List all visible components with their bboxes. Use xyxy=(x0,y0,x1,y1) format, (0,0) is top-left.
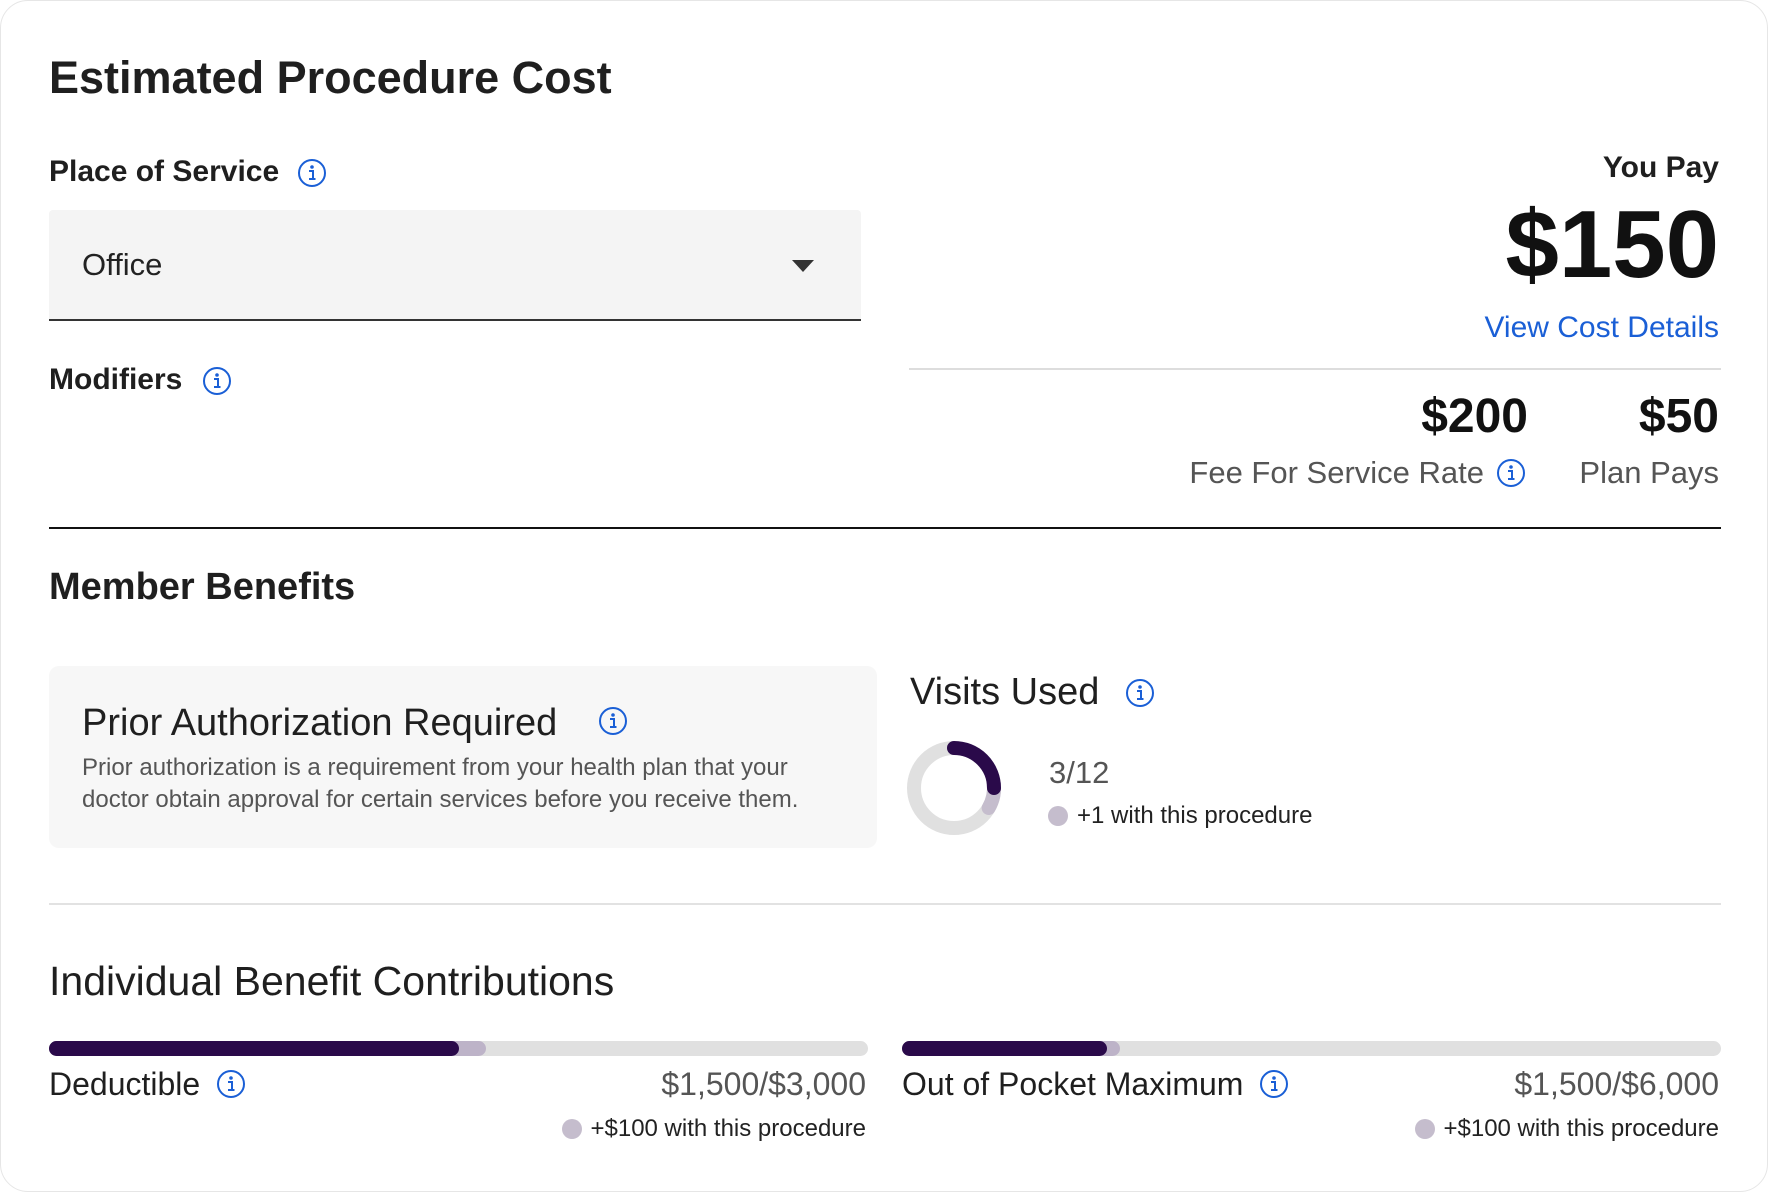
visits-count: 3/12 xyxy=(1049,755,1110,790)
legend-dot xyxy=(562,1119,583,1139)
plan-pays: $50 xyxy=(1638,390,1719,443)
fee-rate: $200 xyxy=(1421,390,1528,443)
section-title: Member Benefits xyxy=(49,566,356,608)
field-label: Modifiers xyxy=(49,363,183,396)
prior-auth-text: Prior authorization is a requirement fro… xyxy=(82,754,788,781)
benefit-note: +$100 with this procedure xyxy=(590,1115,866,1142)
info-icon[interactable] xyxy=(202,366,232,396)
donut-used xyxy=(947,741,1001,795)
progress-used xyxy=(902,1041,1107,1056)
legend-dot xyxy=(1048,806,1068,826)
dropdown-value: Office xyxy=(82,247,163,282)
prior-auth-card: Prior Authorization Required Prior autho… xyxy=(49,666,877,848)
progress-used xyxy=(49,1041,459,1056)
info-icon[interactable] xyxy=(1125,678,1155,708)
field-label: Place of Service xyxy=(49,155,280,188)
divider xyxy=(49,903,1721,905)
you-pay-label: You Pay xyxy=(1602,151,1719,184)
benefit-amount: $1,500/$6,000 xyxy=(1514,1066,1719,1102)
benefit-name: Out of Pocket Maximum xyxy=(902,1066,1244,1102)
info-icon[interactable] xyxy=(297,158,327,188)
divider xyxy=(909,368,1721,370)
dropdown[interactable]: Office xyxy=(49,210,861,321)
info-icon[interactable] xyxy=(1259,1069,1289,1099)
prior-auth-title: Prior Authorization Required xyxy=(82,702,558,744)
cost-details-link[interactable]: View Cost Details xyxy=(1484,311,1719,344)
legend-dot xyxy=(1415,1119,1436,1139)
section-title: Individual Benefit Contributions xyxy=(49,958,615,1004)
info-icon[interactable] xyxy=(598,706,628,736)
divider xyxy=(49,527,1721,529)
plan-pays-label: Plan Pays xyxy=(1579,455,1719,490)
info-icon[interactable] xyxy=(216,1069,246,1099)
page-title: Estimated Procedure Cost xyxy=(49,52,612,103)
benefit-note: +$100 with this procedure xyxy=(1443,1115,1719,1142)
fee-rate-label: Fee For Service Rate xyxy=(1189,455,1484,490)
benefit-amount: $1,500/$3,000 xyxy=(661,1066,866,1102)
prior-auth-text: doctor obtain approval for certain servi… xyxy=(82,786,799,813)
you-pay-amount: $150 xyxy=(1505,191,1719,298)
visits-note: +1 with this procedure xyxy=(1077,802,1313,829)
info-icon[interactable] xyxy=(1496,458,1526,488)
benefit-name: Deductible xyxy=(49,1066,201,1102)
visits-donut xyxy=(907,741,1001,835)
visits-title: Visits Used xyxy=(910,671,1100,713)
dropdown-arrow xyxy=(792,260,814,272)
